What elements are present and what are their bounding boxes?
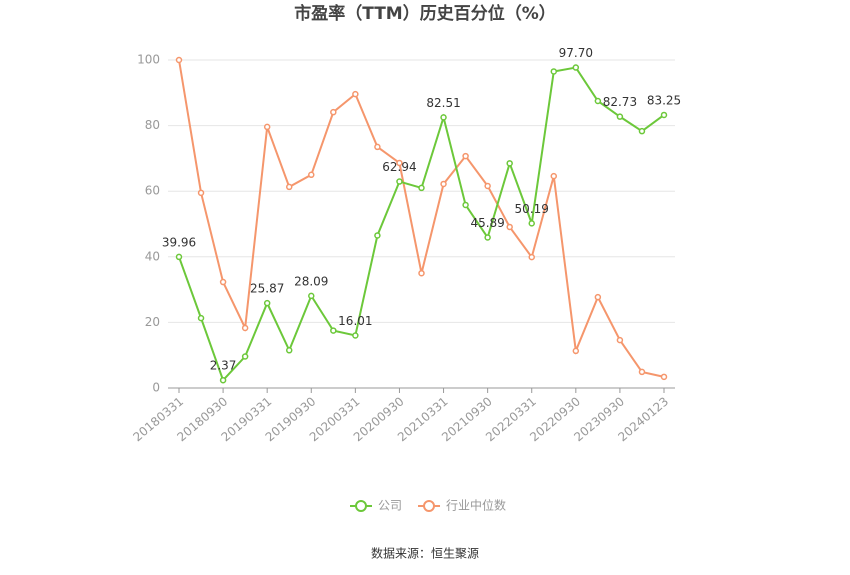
data-point: [506, 223, 513, 231]
data-point: [418, 269, 425, 277]
data-label: 83.25: [647, 93, 681, 107]
data-label: 45.89: [470, 216, 504, 230]
data-point: [263, 299, 271, 307]
data-point: [660, 111, 668, 119]
data-point: [308, 292, 315, 300]
data-point: [616, 336, 624, 344]
data-point: [374, 143, 381, 151]
data-point: [462, 201, 469, 209]
y-tick-label: 60: [145, 184, 160, 198]
data-point: [484, 234, 491, 241]
data-point: [352, 90, 359, 98]
data-label: 62.94: [382, 160, 416, 174]
data-point: [418, 184, 425, 192]
data-point: [660, 373, 668, 381]
data-point: [594, 97, 602, 105]
data-point: [396, 159, 403, 167]
data-point: [197, 314, 205, 322]
data-point: [374, 232, 381, 239]
data-label: 82.73: [603, 95, 637, 109]
data-point: [572, 347, 580, 355]
data-label: 97.70: [559, 46, 593, 60]
legend-marker: [355, 500, 367, 512]
data-point: [572, 64, 580, 71]
data-point: [330, 108, 337, 116]
y-tick-label: 0: [152, 381, 160, 395]
data-point: [308, 171, 315, 179]
data-point: [440, 114, 447, 121]
data-label: 2.37: [210, 359, 237, 373]
legend-label: 公司: [378, 499, 402, 513]
series-line: [178, 66, 665, 383]
data-point: [484, 182, 491, 190]
y-tick-label: 80: [145, 118, 160, 132]
data-point: [330, 327, 337, 334]
data-point: [241, 324, 249, 332]
legend-marker: [423, 500, 436, 512]
data-label: 50.19: [515, 202, 549, 216]
data-point: [263, 123, 271, 131]
data-point: [638, 368, 646, 376]
data-point: [550, 172, 558, 180]
data-point: [550, 68, 558, 75]
data-label: 28.09: [294, 274, 328, 288]
data-point: [462, 152, 469, 160]
data-label: 82.51: [426, 96, 460, 110]
data-point: [506, 160, 513, 167]
y-tick-label: 20: [145, 315, 160, 329]
series-line: [178, 59, 665, 378]
data-point: [219, 376, 227, 384]
data-point: [285, 183, 293, 191]
data-label: 39.96: [162, 235, 196, 249]
data-point: [219, 278, 227, 286]
legend-label: 行业中位数: [446, 498, 506, 513]
data-point: [352, 332, 359, 339]
chart-title: 市盈率（TTM）历史百分位（%）: [294, 3, 556, 24]
data-point: [175, 56, 183, 64]
data-point: [594, 293, 602, 301]
data-point: [616, 113, 624, 120]
data-point: [396, 178, 403, 185]
data-point: [175, 253, 183, 261]
data-label: 16.01: [338, 314, 372, 328]
data-point: [440, 180, 447, 188]
data-label: 25.87: [250, 282, 284, 296]
data-point: [528, 253, 535, 261]
data-point: [241, 353, 249, 360]
data-point: [197, 189, 205, 197]
y-tick-label: 100: [137, 53, 160, 67]
data-point: [638, 127, 646, 135]
data-point: [285, 347, 293, 354]
y-tick-label: 40: [145, 249, 160, 263]
source: 数据来源：恒生聚源: [371, 546, 479, 561]
data-point: [528, 220, 535, 227]
